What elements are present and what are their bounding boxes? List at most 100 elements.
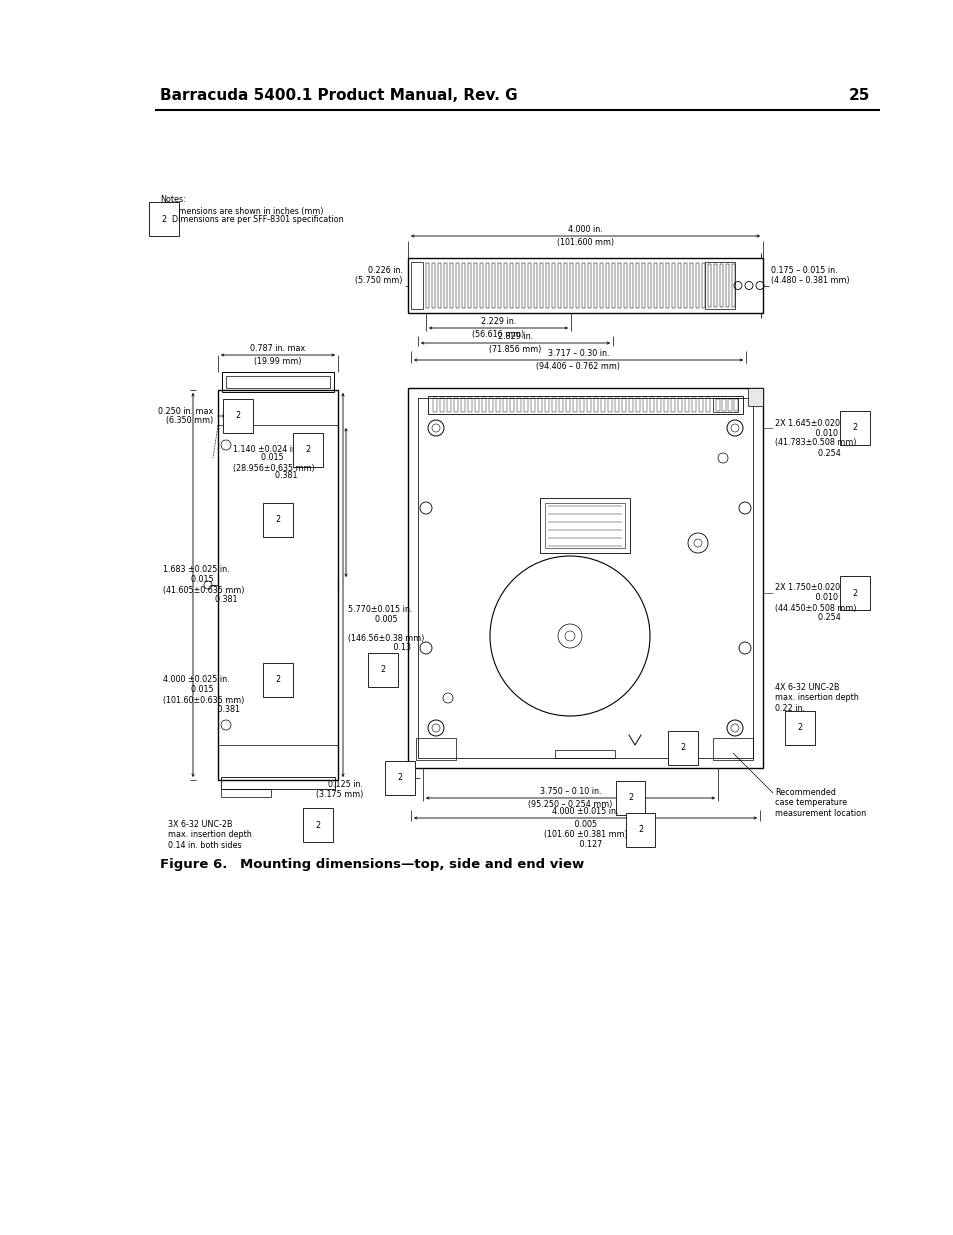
Bar xyxy=(654,263,657,308)
Text: Notes:: Notes: xyxy=(160,195,186,204)
Bar xyxy=(468,263,471,308)
Bar xyxy=(433,398,436,412)
Text: 0.13: 0.13 xyxy=(366,643,411,652)
Bar xyxy=(437,263,441,308)
Text: 4X 6-32 UNC-2B
max. insertion depth
0.22 in.: 4X 6-32 UNC-2B max. insertion depth 0.22… xyxy=(774,683,858,713)
Bar xyxy=(569,263,573,308)
Bar xyxy=(461,263,465,308)
Bar xyxy=(707,264,711,308)
Text: 0.005: 0.005 xyxy=(359,615,397,625)
Bar xyxy=(503,263,507,308)
Bar xyxy=(544,398,548,412)
Bar xyxy=(716,399,720,411)
Bar xyxy=(552,398,556,412)
Bar xyxy=(417,398,752,758)
Bar xyxy=(649,398,654,412)
Text: 4.000 in.: 4.000 in. xyxy=(568,225,602,233)
Text: 2: 2 xyxy=(852,589,857,598)
Bar xyxy=(426,263,429,308)
Bar xyxy=(629,263,633,308)
Bar xyxy=(636,398,639,412)
Text: 2X 1.645±0.020 in.: 2X 1.645±0.020 in. xyxy=(774,419,851,427)
Text: 0.787 in. max: 0.787 in. max xyxy=(250,345,305,353)
Text: 3X 6-32 UNC-2B
max. insertion depth
0.14 in. both sides: 3X 6-32 UNC-2B max. insertion depth 0.14… xyxy=(168,820,252,850)
Bar xyxy=(671,263,675,308)
Bar xyxy=(607,398,612,412)
Bar xyxy=(713,264,717,308)
Bar xyxy=(492,263,495,308)
Bar xyxy=(521,263,525,308)
Text: (19.99 mm): (19.99 mm) xyxy=(254,357,301,366)
Bar xyxy=(573,398,577,412)
Text: 0.015: 0.015 xyxy=(175,685,213,694)
Bar xyxy=(731,264,735,308)
Text: 2: 2 xyxy=(627,794,633,803)
Text: 0.125 in.
(3.175 mm): 0.125 in. (3.175 mm) xyxy=(315,781,363,799)
Text: 0.381: 0.381 xyxy=(190,595,237,604)
Text: 1.683 ±0.025 in.: 1.683 ±0.025 in. xyxy=(163,566,230,574)
Bar xyxy=(555,750,615,758)
Text: 2: 2 xyxy=(380,666,385,674)
Bar xyxy=(481,398,485,412)
Text: 0.226 in.: 0.226 in. xyxy=(368,266,402,275)
Text: 2: 2 xyxy=(679,743,685,752)
Bar xyxy=(485,263,489,308)
Text: 5.770±0.015 in.: 5.770±0.015 in. xyxy=(348,605,412,615)
Bar xyxy=(537,398,541,412)
Bar xyxy=(428,396,742,414)
Text: 2: 2 xyxy=(315,820,320,830)
Bar xyxy=(657,398,660,412)
Bar xyxy=(701,263,705,308)
Text: Figure 6.: Figure 6. xyxy=(160,858,227,871)
Text: 0.250 in. max: 0.250 in. max xyxy=(157,408,213,416)
Bar xyxy=(721,399,725,411)
Bar xyxy=(450,263,453,308)
Bar xyxy=(733,399,738,411)
Bar xyxy=(218,390,337,781)
Bar xyxy=(474,263,477,308)
Text: 0.010: 0.010 xyxy=(792,429,837,437)
Bar xyxy=(226,375,330,388)
Bar xyxy=(558,398,562,412)
Text: 2: 2 xyxy=(275,515,280,525)
Bar xyxy=(587,263,591,308)
Bar xyxy=(699,398,702,412)
Bar xyxy=(600,398,604,412)
Bar xyxy=(647,263,651,308)
Text: 2X 1.750±0.020 in.: 2X 1.750±0.020 in. xyxy=(774,583,851,593)
Bar xyxy=(628,398,633,412)
Bar xyxy=(579,398,583,412)
Bar xyxy=(497,263,501,308)
Text: 2: 2 xyxy=(638,825,642,835)
Bar xyxy=(678,398,681,412)
Bar xyxy=(641,263,645,308)
Bar xyxy=(747,388,762,406)
Bar xyxy=(558,263,561,308)
Text: Recommended
case temperature
measurement location: Recommended case temperature measurement… xyxy=(774,788,865,818)
Bar xyxy=(527,263,531,308)
Bar xyxy=(539,263,543,308)
Bar xyxy=(408,388,762,768)
Bar xyxy=(479,263,483,308)
Text: (44.450±0.508 mm): (44.450±0.508 mm) xyxy=(774,604,856,613)
Bar xyxy=(725,264,729,308)
Text: (28.956±0.635 mm): (28.956±0.635 mm) xyxy=(233,463,314,473)
Bar xyxy=(411,262,422,309)
Text: 2: 2 xyxy=(797,724,801,732)
Text: 0.254: 0.254 xyxy=(792,448,840,457)
Text: (146.56±0.38 mm): (146.56±0.38 mm) xyxy=(348,634,424,642)
Bar xyxy=(454,398,457,412)
Text: (101.600 mm): (101.600 mm) xyxy=(557,238,614,247)
Bar xyxy=(704,262,734,309)
Bar xyxy=(599,263,603,308)
Text: (5.750 mm): (5.750 mm) xyxy=(355,275,402,285)
Text: 0.254: 0.254 xyxy=(792,614,840,622)
Bar xyxy=(712,739,752,760)
Text: 0.381: 0.381 xyxy=(260,472,297,480)
Text: (41.605±0.635 mm): (41.605±0.635 mm) xyxy=(163,585,244,594)
Bar xyxy=(531,398,535,412)
Text: 0.015: 0.015 xyxy=(175,576,213,584)
Bar xyxy=(439,398,443,412)
Bar xyxy=(670,398,675,412)
Bar xyxy=(534,263,537,308)
